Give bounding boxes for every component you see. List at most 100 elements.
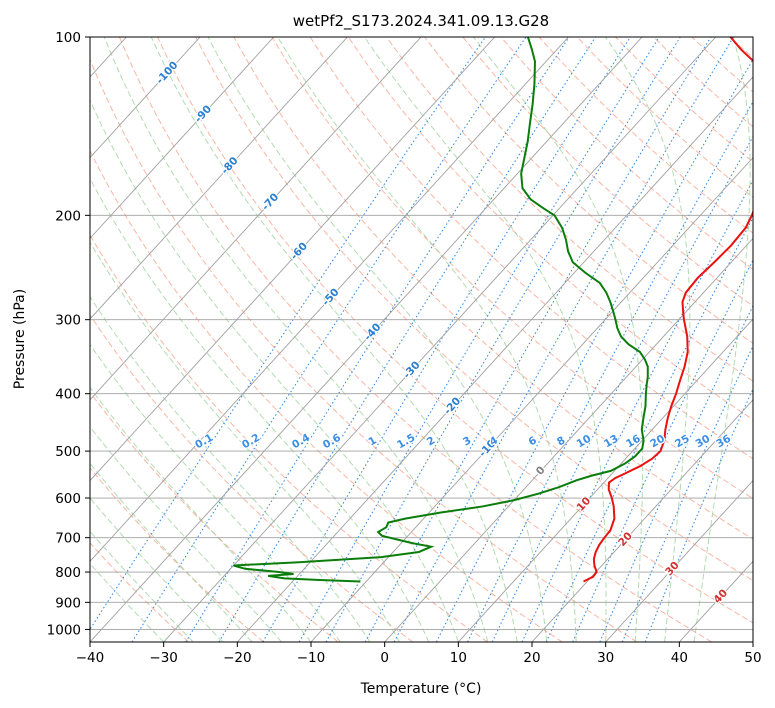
moist-adiabat bbox=[103, 37, 489, 642]
y-tick-label: 800 bbox=[55, 565, 81, 581]
y-axis-label: Pressure (hPa) bbox=[12, 289, 28, 389]
x-axis-label: Temperature (°C) bbox=[360, 681, 482, 697]
dry-adiabat bbox=[271, 37, 753, 500]
moist-adiabat bbox=[90, 241, 400, 642]
mixing-ratio-line bbox=[621, 344, 753, 642]
dry-adiabat bbox=[424, 37, 753, 344]
mixing-ratio-line bbox=[298, 37, 660, 642]
isotherm-line bbox=[90, 37, 422, 401]
moist-adiabat bbox=[90, 99, 459, 642]
moist-adiabat bbox=[604, 37, 691, 642]
mixing-ratio-label: 16 bbox=[624, 433, 643, 451]
isotherm-line bbox=[90, 37, 569, 562]
y-tick-label: 900 bbox=[55, 595, 81, 611]
dry-adiabat bbox=[90, 58, 638, 642]
moist-adiabat bbox=[90, 425, 282, 642]
moist-adiabat bbox=[90, 295, 371, 642]
isotherm-line bbox=[752, 641, 753, 642]
mixing-ratio-line bbox=[393, 37, 734, 642]
dry-adiabat bbox=[90, 149, 563, 642]
y-tick-label: 100 bbox=[55, 30, 81, 46]
moist-adiabat bbox=[90, 177, 430, 642]
temperature-profile-line bbox=[583, 37, 753, 583]
dry-adiabat bbox=[462, 37, 753, 307]
chart-title: wetPf2_S173.2024.341.09.13.G28 bbox=[293, 12, 549, 31]
dry-adiabat bbox=[576, 37, 753, 198]
dry-adiabat bbox=[653, 37, 753, 128]
dry-adiabat bbox=[90, 234, 488, 642]
moist-adiabat bbox=[90, 343, 341, 642]
y-tick-label: 200 bbox=[55, 208, 81, 224]
y-tick-label: 600 bbox=[55, 491, 81, 507]
y-tick-label: 300 bbox=[55, 313, 81, 329]
isotherm-line bbox=[163, 37, 717, 642]
moist-adiabat bbox=[90, 497, 223, 642]
dry-adiabat bbox=[615, 37, 753, 163]
mixing-ratio-label: 0.4 bbox=[290, 432, 312, 452]
profile-series bbox=[233, 37, 753, 583]
moist-adiabat bbox=[90, 386, 312, 642]
dry-adiabat bbox=[90, 542, 190, 642]
isotherm-line bbox=[458, 318, 753, 642]
dry-adiabat bbox=[195, 37, 753, 582]
dry-adiabat bbox=[90, 314, 414, 642]
isotherm-line bbox=[90, 37, 201, 159]
isotherm-line bbox=[531, 399, 753, 642]
plot-frame bbox=[89, 36, 754, 643]
x-tick-label: 40 bbox=[671, 650, 688, 666]
mixing-ratio-label: 13 bbox=[602, 433, 621, 451]
isotherm-line bbox=[384, 237, 753, 642]
x-tick-label: 10 bbox=[450, 650, 467, 666]
dry-adiabat bbox=[768, 37, 775, 642]
moist-adiabat bbox=[693, 37, 751, 642]
dry-adiabat bbox=[233, 37, 753, 540]
mixing-ratio-line bbox=[364, 37, 712, 642]
y-tick-label: 700 bbox=[55, 531, 81, 547]
moist-adiabat bbox=[90, 462, 253, 642]
moist-adiabat bbox=[473, 37, 644, 642]
x-tick-label: −10 bbox=[297, 650, 326, 666]
mixing-ratio-line bbox=[90, 37, 486, 631]
mixing-ratio-line bbox=[491, 135, 753, 642]
x-tick-label: 50 bbox=[744, 650, 761, 666]
mixing-ratio-label: 0.1 bbox=[193, 432, 215, 452]
mixing-ratio-line bbox=[218, 37, 597, 642]
dewpoint-profile-line bbox=[233, 37, 649, 583]
x-tick-label: −30 bbox=[149, 650, 178, 666]
background-lines bbox=[90, 37, 775, 642]
dry-adiabat bbox=[538, 37, 753, 234]
isotherm-line bbox=[90, 37, 643, 642]
dry-adiabat bbox=[90, 467, 264, 642]
x-tick-label: 20 bbox=[523, 650, 540, 666]
x-tick-label: 0 bbox=[380, 650, 389, 666]
mixing-ratio-label: 1 bbox=[366, 434, 378, 448]
moist-adiabat bbox=[90, 562, 165, 642]
mixing-ratio-line bbox=[131, 37, 527, 642]
mixing-ratio-line bbox=[572, 258, 753, 642]
mixing-ratio-line bbox=[262, 37, 631, 642]
moist-adiabat bbox=[363, 37, 607, 642]
isotherm-line bbox=[90, 37, 275, 240]
mixing-ratio-line bbox=[644, 387, 753, 642]
y-tick-label: 400 bbox=[55, 387, 81, 403]
mixing-ratio-line bbox=[467, 100, 753, 642]
moist-adiabat bbox=[150, 37, 518, 642]
moist-adiabat bbox=[207, 37, 548, 642]
y-tick-label: 500 bbox=[55, 444, 81, 460]
mixing-ratio-label: 8 bbox=[555, 434, 567, 448]
mixing-ratio-line bbox=[435, 58, 753, 642]
dry-adiabat bbox=[118, 37, 712, 642]
moist-adiabat bbox=[90, 530, 194, 642]
mixing-ratio-label: 0.2 bbox=[240, 432, 262, 452]
isotherm-line bbox=[237, 76, 753, 642]
mixing-ratio-label: 0.6 bbox=[321, 432, 343, 452]
dry-adiabat bbox=[386, 37, 753, 382]
isotherm-line bbox=[90, 37, 496, 482]
isotherm-line bbox=[679, 560, 753, 642]
isotherm-line bbox=[605, 479, 753, 642]
mixing-ratio-line bbox=[521, 179, 753, 642]
isotherm-line bbox=[90, 37, 348, 320]
x-tick-label: −20 bbox=[223, 650, 252, 666]
mixing-ratio-label: 6 bbox=[527, 434, 539, 448]
